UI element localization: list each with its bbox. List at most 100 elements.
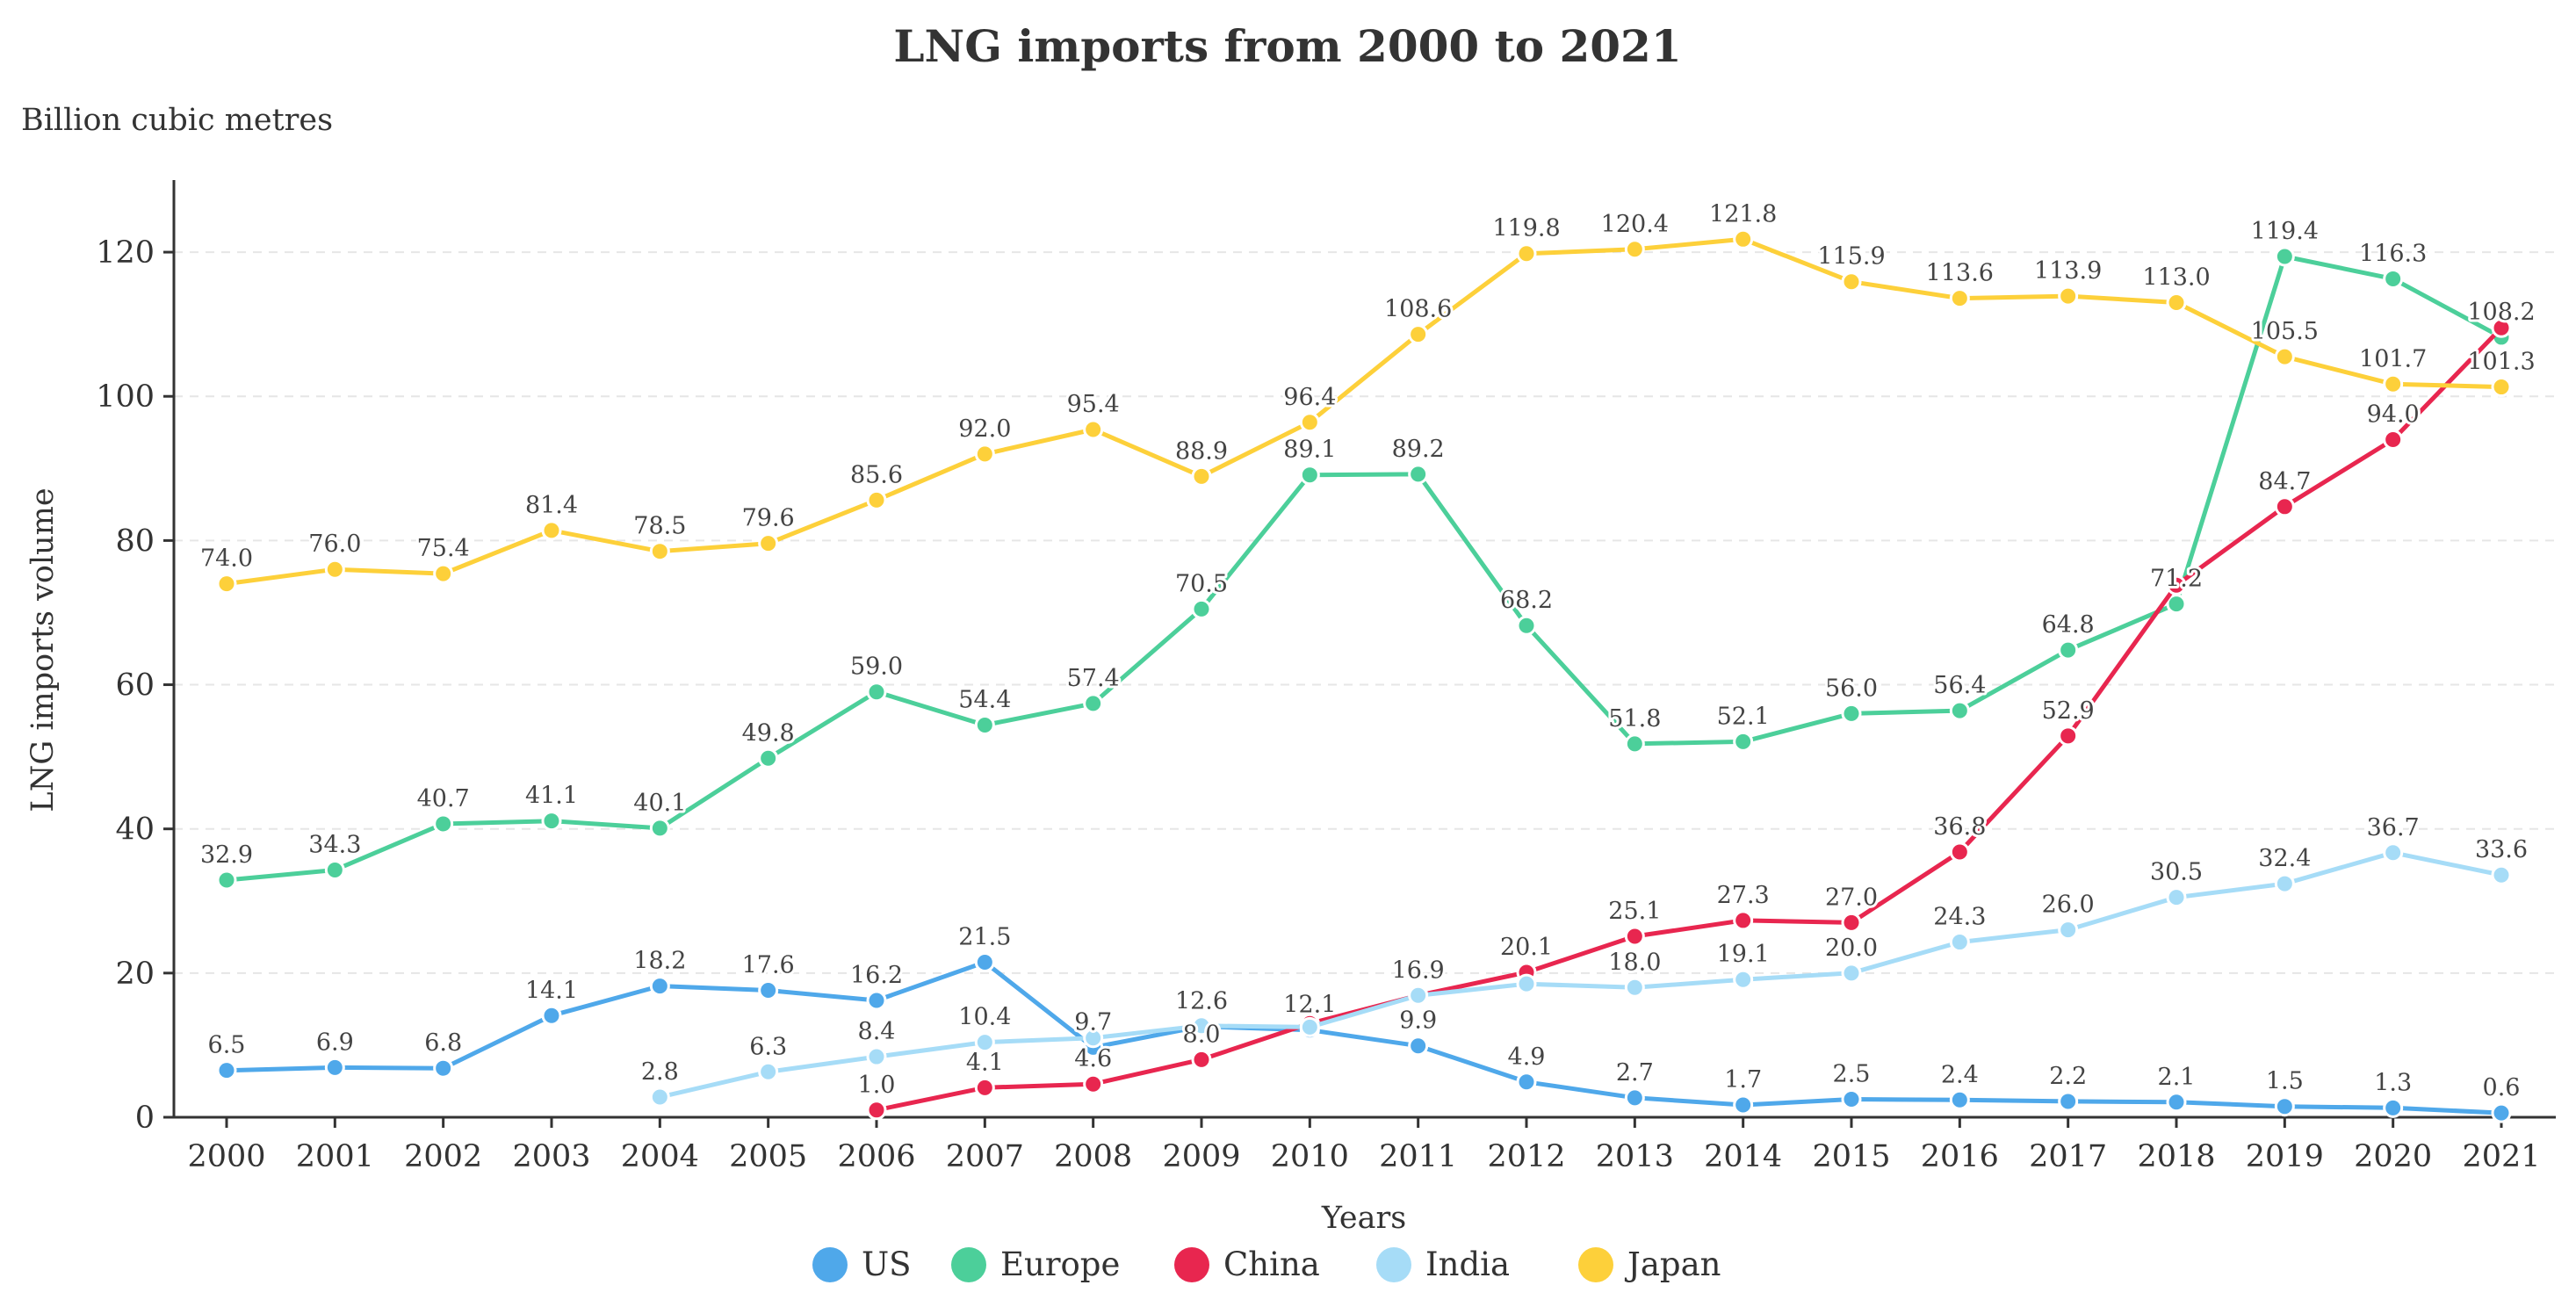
point-india-2006[interactable] xyxy=(866,1046,887,1067)
point-japan-2019[interactable] xyxy=(2274,346,2295,367)
point-us-2015[interactable] xyxy=(1841,1088,1862,1109)
point-india-2019[interactable] xyxy=(2274,873,2295,894)
point-europe-2014[interactable] xyxy=(1733,731,1754,752)
point-europe-2016[interactable] xyxy=(1949,700,1970,721)
point-us-2011[interactable] xyxy=(1408,1036,1429,1057)
point-india-2014[interactable] xyxy=(1733,969,1754,990)
point-europe-2000[interactable] xyxy=(216,870,237,891)
point-us-2017[interactable] xyxy=(2058,1091,2079,1112)
point-japan-2010[interactable] xyxy=(1299,412,1320,433)
point-japan-2016[interactable] xyxy=(1949,288,1970,309)
point-us-2016[interactable] xyxy=(1949,1089,1970,1110)
legend-item-europe[interactable]: Europe xyxy=(951,1245,1120,1283)
point-us-2003[interactable] xyxy=(541,1005,562,1026)
data-label-europe-2006: 59.0 xyxy=(850,653,903,681)
point-europe-2002[interactable] xyxy=(433,813,454,834)
point-india-2020[interactable] xyxy=(2383,842,2404,863)
point-india-2008[interactable] xyxy=(1083,1028,1104,1049)
point-japan-2004[interactable] xyxy=(649,541,670,562)
point-us-2000[interactable] xyxy=(216,1060,237,1081)
point-japan-2011[interactable] xyxy=(1408,324,1429,345)
point-china-2014[interactable] xyxy=(1733,910,1754,931)
legend-item-us[interactable]: US xyxy=(812,1245,912,1283)
point-india-2010[interactable] xyxy=(1299,1016,1320,1037)
point-china-2009[interactable] xyxy=(1191,1049,1212,1070)
point-us-2020[interactable] xyxy=(2383,1097,2404,1118)
point-europe-2005[interactable] xyxy=(758,747,779,769)
point-india-2018[interactable] xyxy=(2166,887,2187,908)
point-india-2013[interactable] xyxy=(1624,977,1645,998)
point-europe-2020[interactable] xyxy=(2383,268,2404,289)
point-europe-2008[interactable] xyxy=(1083,693,1104,714)
point-china-2019[interactable] xyxy=(2274,496,2295,517)
point-japan-2009[interactable] xyxy=(1191,466,1212,487)
point-us-2002[interactable] xyxy=(433,1058,454,1079)
point-us-2012[interactable] xyxy=(1516,1072,1537,1093)
point-japan-2002[interactable] xyxy=(433,563,454,584)
point-europe-2010[interactable] xyxy=(1299,465,1320,486)
point-europe-2017[interactable] xyxy=(2058,639,2079,661)
point-europe-2001[interactable] xyxy=(324,859,345,880)
point-japan-2018[interactable] xyxy=(2166,292,2187,314)
legend-item-japan[interactable]: Japan xyxy=(1578,1245,1721,1283)
point-china-2008[interactable] xyxy=(1083,1073,1104,1094)
point-europe-2019[interactable] xyxy=(2274,246,2295,267)
point-india-2012[interactable] xyxy=(1516,973,1537,994)
point-india-2011[interactable] xyxy=(1408,985,1429,1006)
point-japan-2012[interactable] xyxy=(1516,243,1537,264)
point-europe-2015[interactable] xyxy=(1841,703,1862,724)
point-japan-2021[interactable] xyxy=(2491,377,2512,398)
point-us-2019[interactable] xyxy=(2274,1096,2295,1117)
point-japan-2001[interactable] xyxy=(324,559,345,580)
point-japan-2015[interactable] xyxy=(1841,271,1862,292)
point-japan-2005[interactable] xyxy=(758,533,779,554)
point-europe-2009[interactable] xyxy=(1191,598,1212,619)
point-china-2017[interactable] xyxy=(2058,726,2079,747)
point-us-2004[interactable] xyxy=(649,976,670,997)
point-europe-2011[interactable] xyxy=(1408,464,1429,485)
point-india-2017[interactable] xyxy=(2058,920,2079,941)
point-japan-2020[interactable] xyxy=(2383,373,2404,394)
point-china-2016[interactable] xyxy=(1949,841,1970,863)
point-japan-2017[interactable] xyxy=(2058,285,2079,307)
point-europe-2007[interactable] xyxy=(974,715,995,736)
point-us-2013[interactable] xyxy=(1624,1087,1645,1108)
point-india-2004[interactable] xyxy=(649,1087,670,1108)
point-europe-2004[interactable] xyxy=(649,818,670,839)
point-us-2021[interactable] xyxy=(2491,1102,2512,1123)
point-india-2015[interactable] xyxy=(1841,963,1862,984)
point-india-2005[interactable] xyxy=(758,1061,779,1082)
point-china-2020[interactable] xyxy=(2383,429,2404,450)
point-japan-2013[interactable] xyxy=(1624,239,1645,260)
data-label-china-2017: 52.9 xyxy=(2042,697,2095,725)
point-japan-2008[interactable] xyxy=(1083,419,1104,440)
point-japan-2003[interactable] xyxy=(541,520,562,541)
point-japan-2000[interactable] xyxy=(216,574,237,595)
point-china-2013[interactable] xyxy=(1624,926,1645,947)
point-europe-2012[interactable] xyxy=(1516,615,1537,636)
point-europe-2003[interactable] xyxy=(541,811,562,832)
point-china-2007[interactable] xyxy=(974,1077,995,1098)
point-europe-2018[interactable] xyxy=(2166,594,2187,615)
point-japan-2006[interactable] xyxy=(866,489,887,510)
legend-item-china[interactable]: China xyxy=(1174,1245,1320,1283)
point-europe-2013[interactable] xyxy=(1624,733,1645,754)
legend-item-india[interactable]: India xyxy=(1376,1245,1510,1283)
point-china-2006[interactable] xyxy=(866,1100,887,1121)
point-us-2006[interactable] xyxy=(866,990,887,1011)
point-japan-2014[interactable] xyxy=(1733,228,1754,249)
point-europe-2006[interactable] xyxy=(866,682,887,703)
point-us-2001[interactable] xyxy=(324,1057,345,1078)
point-china-2015[interactable] xyxy=(1841,912,1862,933)
point-us-2014[interactable] xyxy=(1733,1094,1754,1115)
point-india-2016[interactable] xyxy=(1949,932,1970,953)
point-china-2018[interactable] xyxy=(2166,574,2187,596)
point-us-2005[interactable] xyxy=(758,980,779,1001)
point-us-2018[interactable] xyxy=(2166,1092,2187,1113)
point-india-2007[interactable] xyxy=(974,1032,995,1053)
point-india-2021[interactable] xyxy=(2491,864,2512,885)
point-india-2009[interactable] xyxy=(1191,1015,1212,1036)
point-japan-2007[interactable] xyxy=(974,444,995,465)
point-us-2007[interactable] xyxy=(974,952,995,973)
point-china-2021[interactable] xyxy=(2491,317,2512,338)
